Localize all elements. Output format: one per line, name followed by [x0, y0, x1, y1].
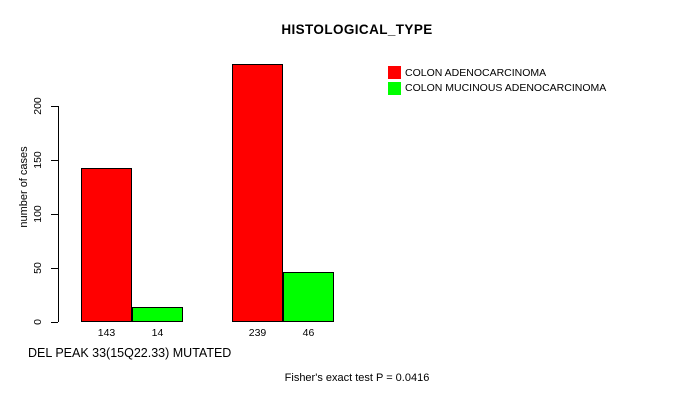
chart-title: HISTOLOGICAL_TYPE — [281, 22, 433, 37]
legend-item: COLON ADENOCARCINOMA — [388, 65, 606, 81]
bar-group2-series2 — [283, 272, 334, 322]
y-axis-label: number of cases — [18, 146, 30, 228]
bar-group1-series2 — [132, 307, 183, 322]
y-tick-mark — [51, 105, 58, 107]
y-axis — [58, 106, 59, 322]
legend: COLON ADENOCARCINOMA COLON MUCINOUS ADENO… — [388, 65, 606, 96]
y-tick-label: 100 — [32, 205, 44, 223]
bar-group2-series1 — [232, 64, 283, 322]
bar-value-label: 143 — [97, 327, 116, 339]
x-axis-label: DEL PEAK 33(15Q22.33) MUTATED — [28, 346, 232, 360]
bar-value-label: 46 — [302, 327, 315, 339]
y-tick-label: 150 — [32, 151, 44, 169]
legend-color-swatch — [388, 66, 401, 80]
y-tick-mark — [51, 213, 58, 215]
legend-label: COLON ADENOCARCINOMA — [405, 66, 547, 79]
bar-group1-series1 — [81, 168, 132, 322]
y-tick-label: 200 — [32, 97, 44, 115]
y-tick-mark — [51, 321, 58, 323]
y-tick-label: 0 — [32, 319, 44, 325]
legend-color-swatch — [388, 81, 401, 95]
y-tick-mark — [51, 267, 58, 269]
legend-label: COLON MUCINOUS ADENOCARCINOMA — [405, 82, 607, 95]
legend-item: COLON MUCINOUS ADENOCARCINOMA — [388, 81, 606, 97]
bar-value-label: 14 — [151, 327, 164, 339]
y-tick-label: 50 — [32, 262, 44, 274]
bar-value-label: 239 — [248, 327, 267, 339]
y-tick-mark — [51, 159, 58, 161]
p-value-annotation: Fisher's exact test P = 0.0416 — [284, 372, 430, 384]
